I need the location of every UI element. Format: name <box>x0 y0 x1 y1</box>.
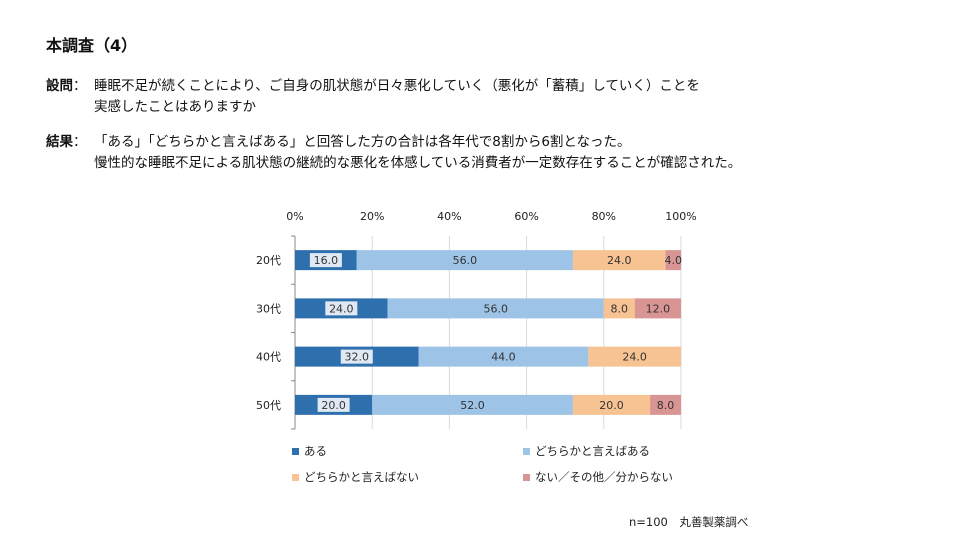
legend-label: どちらかと言えばある <box>535 444 650 458</box>
category-label: 50代 <box>256 399 281 412</box>
legend-swatch <box>523 474 530 481</box>
data-label: 8.0 <box>657 399 675 412</box>
legend-label: ある <box>304 444 327 458</box>
question-line-2: 実感したことはありますか <box>94 99 256 115</box>
x-tick-label: 100% <box>665 210 696 223</box>
data-label: 8.0 <box>610 302 628 315</box>
category-label: 30代 <box>256 302 281 315</box>
data-label: 4.0 <box>665 254 683 267</box>
data-label: 12.0 <box>646 302 671 315</box>
bar-segment <box>634 298 681 319</box>
x-tick-label: 80% <box>592 210 616 223</box>
result-line-1: 「ある」「どちらかと言えばある」と回答した方の合計は各年代で8割から6割となった… <box>94 134 631 150</box>
bar-segment <box>387 298 604 319</box>
bar-segment <box>665 250 681 271</box>
data-label-bg <box>325 301 358 316</box>
question-label: 設問： <box>46 78 87 94</box>
data-label: 20.0 <box>599 399 624 412</box>
data-label: 56.0 <box>483 302 508 315</box>
data-label-bg <box>317 397 350 412</box>
result-label: 結果： <box>46 134 87 150</box>
legend-swatch <box>292 474 299 481</box>
legend-swatch <box>523 448 530 455</box>
bar-segment <box>650 394 681 415</box>
bar-segment <box>572 250 666 271</box>
x-tick-label: 40% <box>437 210 461 223</box>
data-label-bg <box>309 253 342 268</box>
legend-label: ない／その他／分からない <box>535 470 673 484</box>
data-label: 20.0 <box>321 399 346 412</box>
data-label-bg <box>340 349 373 364</box>
data-label: 16.0 <box>314 254 339 267</box>
legend-label: どちらかと言えばない <box>304 470 419 484</box>
data-label: 56.0 <box>453 254 478 267</box>
result-line-2: 慢性的な睡眠不足による肌状態の継続的な悪化を体感している消費者が一定数存在するこ… <box>94 155 742 171</box>
page-title: 本調査（4） <box>46 36 138 55</box>
bar-segment <box>603 298 635 319</box>
data-label: 44.0 <box>491 351 516 364</box>
data-label: 24.0 <box>329 302 354 315</box>
legend-swatch <box>292 448 299 455</box>
bar-segment <box>418 346 589 367</box>
bar-segment <box>572 394 651 415</box>
question-line-1: 睡眠不足が続くことにより、ご自身の肌状態が日々悪化していく（悪化が「蓄積」してい… <box>94 78 700 94</box>
data-label: 32.0 <box>345 351 370 364</box>
x-tick-label: 0% <box>286 210 303 223</box>
result-text: 「ある」「どちらかと言えばある」と回答した方の合計は各年代で8割から6割となった… <box>94 132 741 174</box>
footer-note: n=100 丸善製薬調べ <box>629 515 749 529</box>
category-label: 20代 <box>256 254 281 267</box>
bar-segment <box>356 250 573 271</box>
category-label: 40代 <box>256 351 281 364</box>
bar-segment <box>588 346 681 367</box>
x-tick-label: 20% <box>360 210 384 223</box>
data-label: 24.0 <box>607 254 632 267</box>
bar-segment <box>372 394 573 415</box>
question-text: 睡眠不足が続くことにより、ご自身の肌状態が日々悪化していく（悪化が「蓄積」してい… <box>94 76 700 118</box>
data-label: 24.0 <box>622 351 647 364</box>
data-label: 52.0 <box>460 399 485 412</box>
x-tick-label: 60% <box>514 210 538 223</box>
